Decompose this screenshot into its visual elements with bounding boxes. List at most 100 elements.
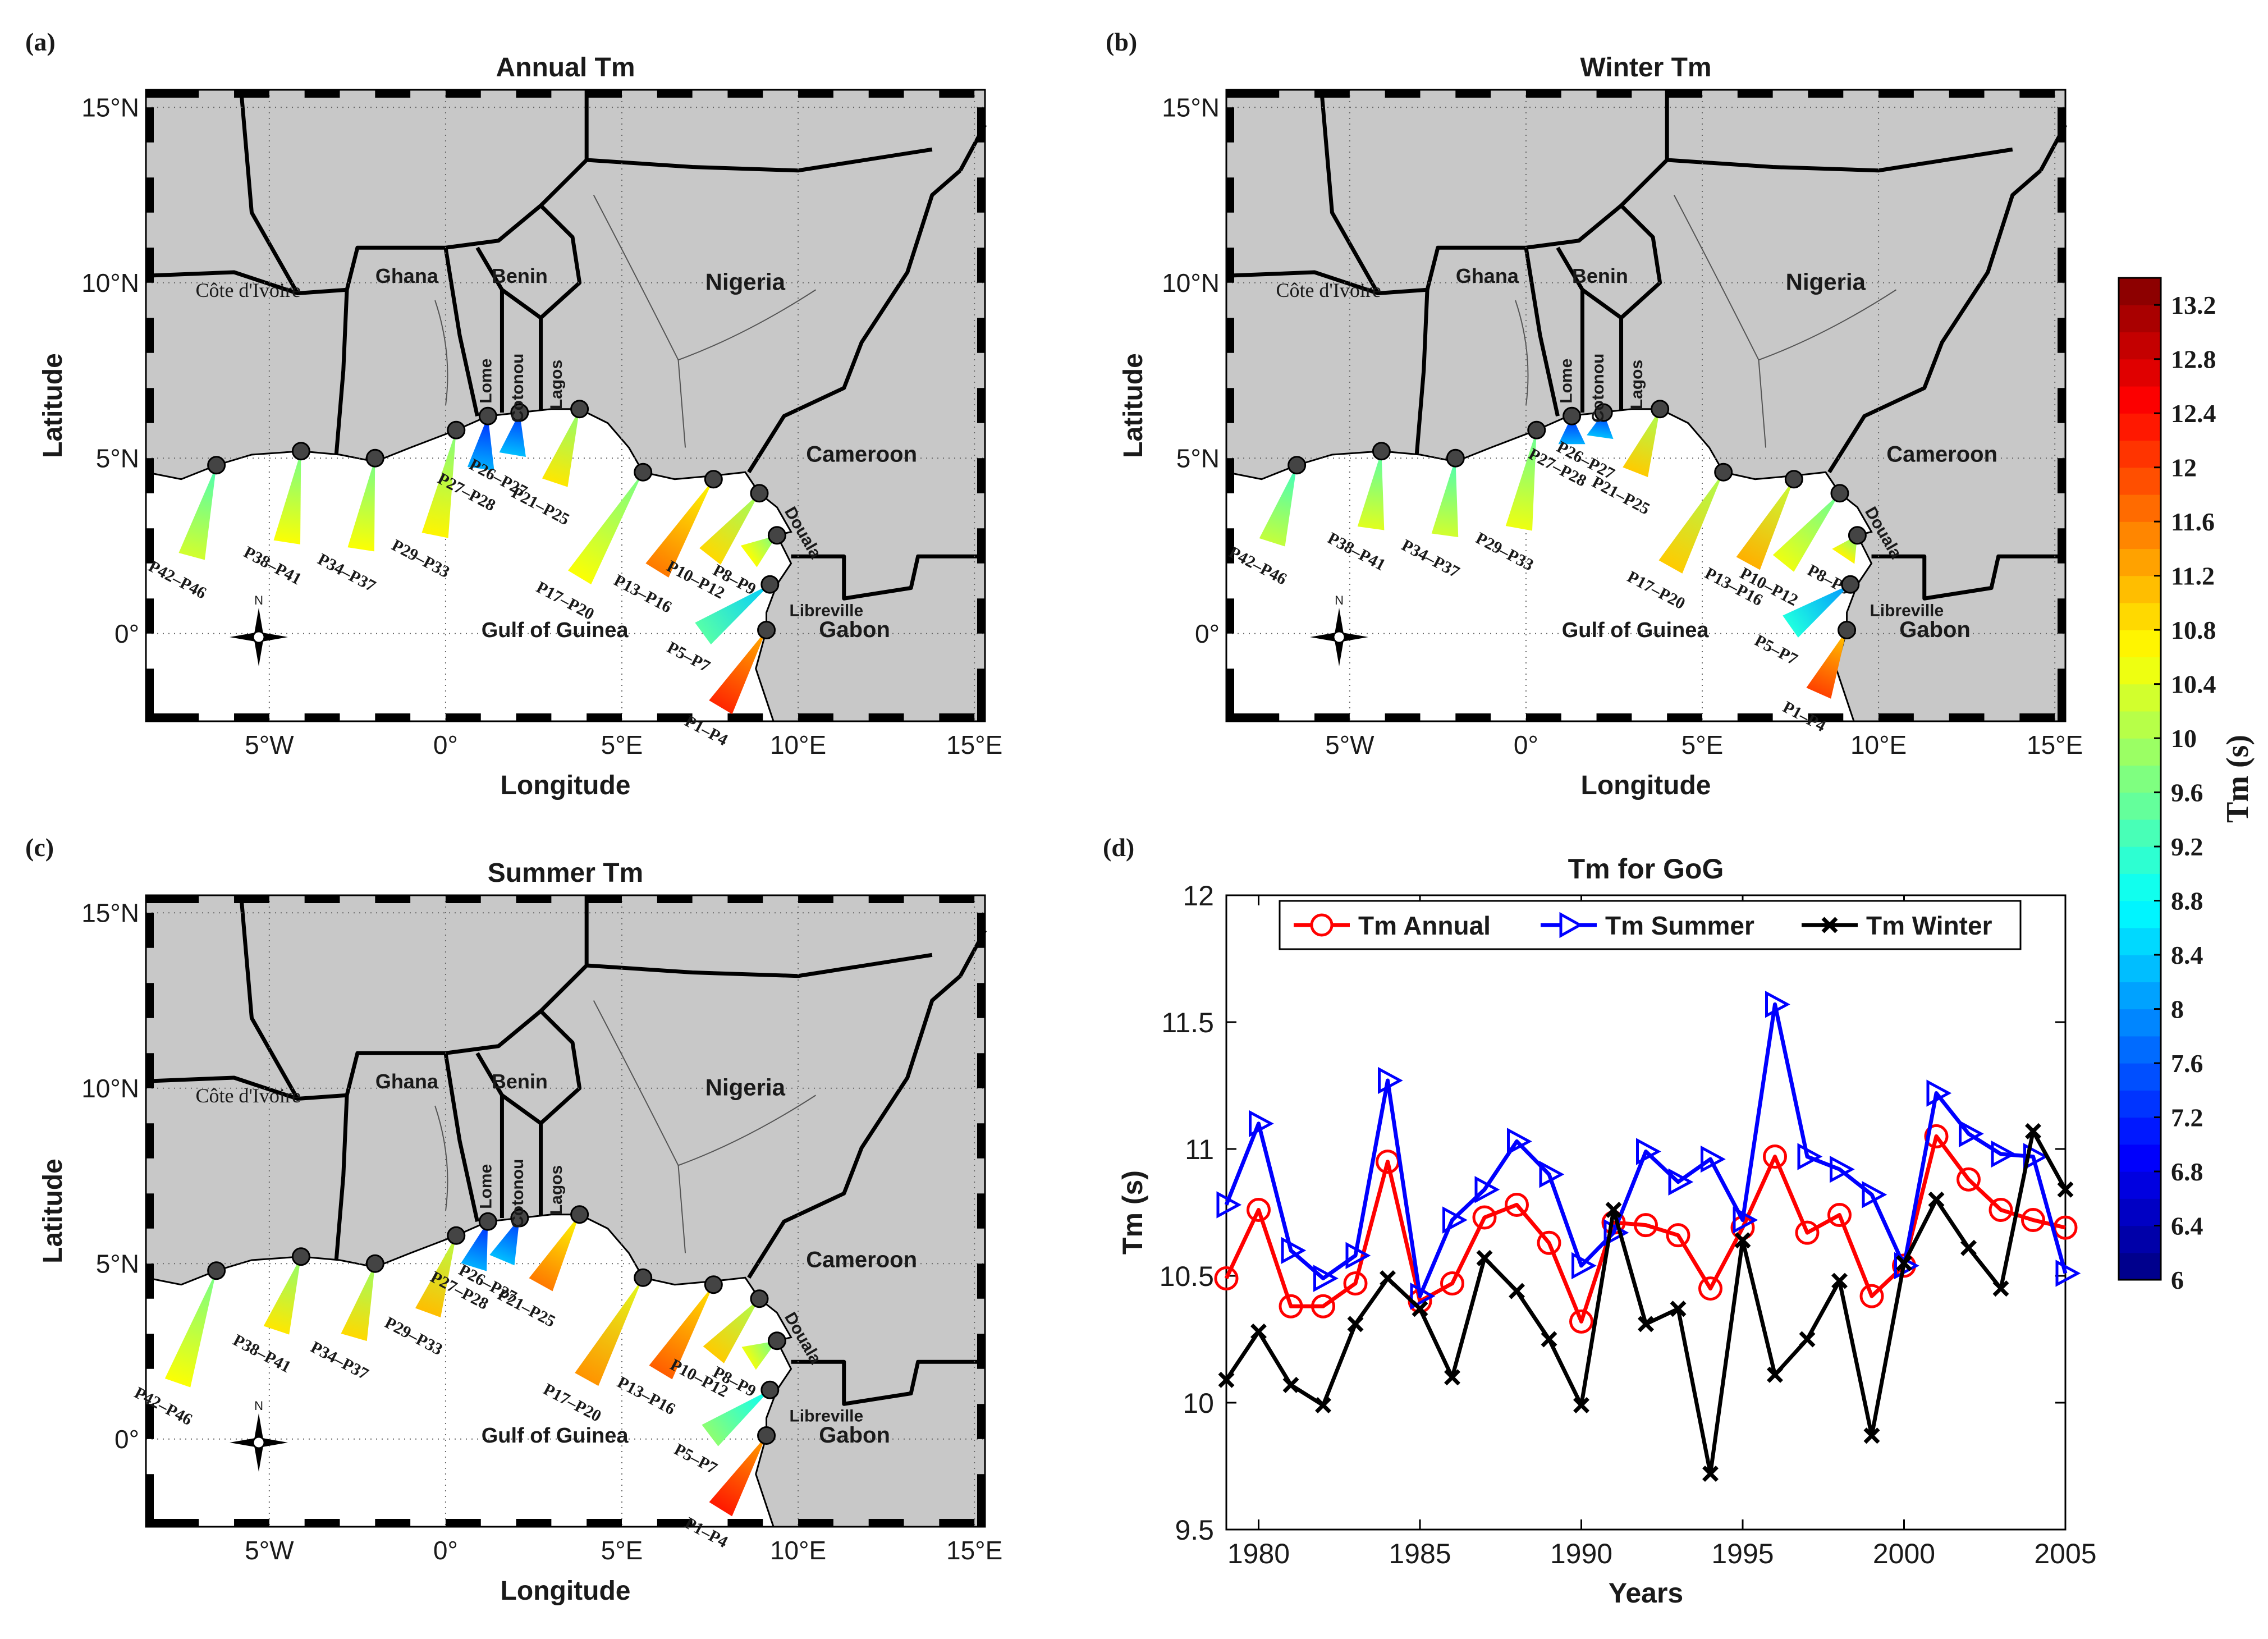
river [593, 195, 686, 448]
colorbar-tick-label: 6.4 [2171, 1212, 2203, 1240]
country-border [539, 1009, 582, 1125]
sea-label: Gulf of Guinea [1562, 619, 1710, 642]
point-marker [447, 420, 466, 439]
colorbar-band [2119, 1171, 2161, 1199]
colorbar-tick-label: 12.4 [2171, 399, 2216, 428]
city-label: Libreville [1870, 602, 1944, 620]
compass-label: N [254, 1399, 263, 1413]
country-label: Nigeria [1786, 268, 1866, 295]
x-tick-label: 1995 [1711, 1538, 1774, 1569]
data-point [1216, 1191, 1242, 1219]
y-tick-label: 15°N [81, 93, 139, 122]
city-label: Lome [1557, 359, 1576, 404]
frame-tick [798, 895, 833, 903]
panel-title: Winter Tm [1580, 53, 1711, 83]
y-tick-label: 10°N [81, 268, 139, 297]
x-tick-label: 5°W [1325, 730, 1374, 759]
colorbar-band [2119, 630, 2161, 658]
data-point [1960, 1239, 1977, 1256]
colorbar-band [2119, 792, 2161, 820]
wave-wedge [467, 416, 494, 471]
colorbar-band [2119, 1198, 2161, 1226]
data-point [1767, 1366, 1783, 1383]
wave-wedge [415, 1235, 456, 1317]
frame-tick [587, 895, 622, 903]
series-tm-annual [1214, 1124, 2078, 1334]
data-point [1569, 1309, 1593, 1334]
city-label: Lome [477, 1164, 496, 1209]
data-point [1573, 1397, 1589, 1413]
y-axis-label: Tm (s) [1117, 1170, 1148, 1255]
frame-tick [146, 177, 154, 213]
wave-wedge [568, 472, 643, 585]
frame-tick [146, 388, 154, 423]
frame-tick [868, 90, 904, 98]
x-axis-label: Longitude [1581, 771, 1711, 800]
point-marker [767, 526, 786, 545]
map-panel-b: P42–P46 P38–P41 P34–P37 P29–P33P27–P28P26–P… [1106, 28, 2083, 800]
point-marker [365, 448, 384, 468]
river [1673, 195, 1767, 448]
frame-tick [2058, 669, 2065, 721]
wave-wedge [740, 535, 777, 567]
y-tick-label: 12 [1183, 880, 1214, 912]
legend-label: Tm Winter [1866, 911, 1992, 940]
y-tick-label: 0° [1195, 619, 1220, 648]
wave-wedge [1431, 458, 1459, 538]
colorbar-band [2119, 1063, 2161, 1091]
x-tick-label: 1980 [1227, 1538, 1290, 1569]
x-tick-label: 15°E [946, 1536, 1002, 1565]
panel-letter: (d) [1103, 833, 1134, 862]
panel-title: Annual Tm [496, 53, 635, 83]
compass-center [252, 630, 265, 644]
data-point [1733, 1206, 1758, 1234]
frame-tick [1226, 107, 1234, 143]
data-point [1859, 1284, 1884, 1308]
frame-tick [1525, 713, 1561, 721]
data-point [1863, 1427, 1880, 1444]
frame-tick [146, 713, 199, 721]
point-marker [1527, 420, 1546, 439]
country-label: Gabon [1899, 617, 1971, 642]
legend-label: Tm Summer [1605, 911, 1754, 940]
frame-tick [2019, 713, 2055, 721]
wave-wedge [489, 1218, 520, 1266]
data-point [1345, 1242, 1371, 1270]
frame-tick [587, 713, 622, 721]
frame-tick [146, 1519, 199, 1527]
wave-wedge [1623, 409, 1660, 477]
compass-label: N [254, 593, 263, 607]
frame-tick [939, 895, 975, 903]
wave-wedge [1736, 479, 1794, 570]
frame-tick [1226, 598, 1234, 634]
river [1758, 289, 1897, 361]
wave-wedge [273, 451, 301, 544]
data-point [1603, 1219, 1629, 1247]
country-label: Cameroon [806, 1248, 917, 1272]
frame-tick [1226, 669, 1234, 721]
frame-tick [445, 1519, 481, 1527]
point-marker [570, 1205, 589, 1224]
y-tick-label: 15°N [81, 898, 139, 927]
frame-tick [2058, 598, 2065, 634]
frame-tick [445, 713, 481, 721]
x-tick-label: 15°E [2027, 730, 2083, 759]
frame-tick [1226, 177, 1234, 213]
country-label: Ghana [1456, 264, 1519, 287]
data-point [1281, 1237, 1307, 1264]
colorbar-band [2119, 711, 2161, 739]
colorbar-tick-label: 9.6 [2171, 779, 2203, 807]
data-point [2057, 1181, 2074, 1198]
data-point [1988, 1197, 2013, 1222]
frame-tick [977, 1123, 985, 1159]
wave-wedge [1783, 584, 1850, 638]
frame-tick [798, 713, 833, 721]
y-axis-label: Latitude [38, 353, 68, 458]
country-border [539, 204, 582, 319]
data-point [1701, 1145, 1726, 1173]
point-marker [1651, 400, 1670, 419]
frame-tick [146, 248, 154, 283]
frame-tick [939, 713, 975, 721]
compass-icon [1310, 608, 1369, 666]
